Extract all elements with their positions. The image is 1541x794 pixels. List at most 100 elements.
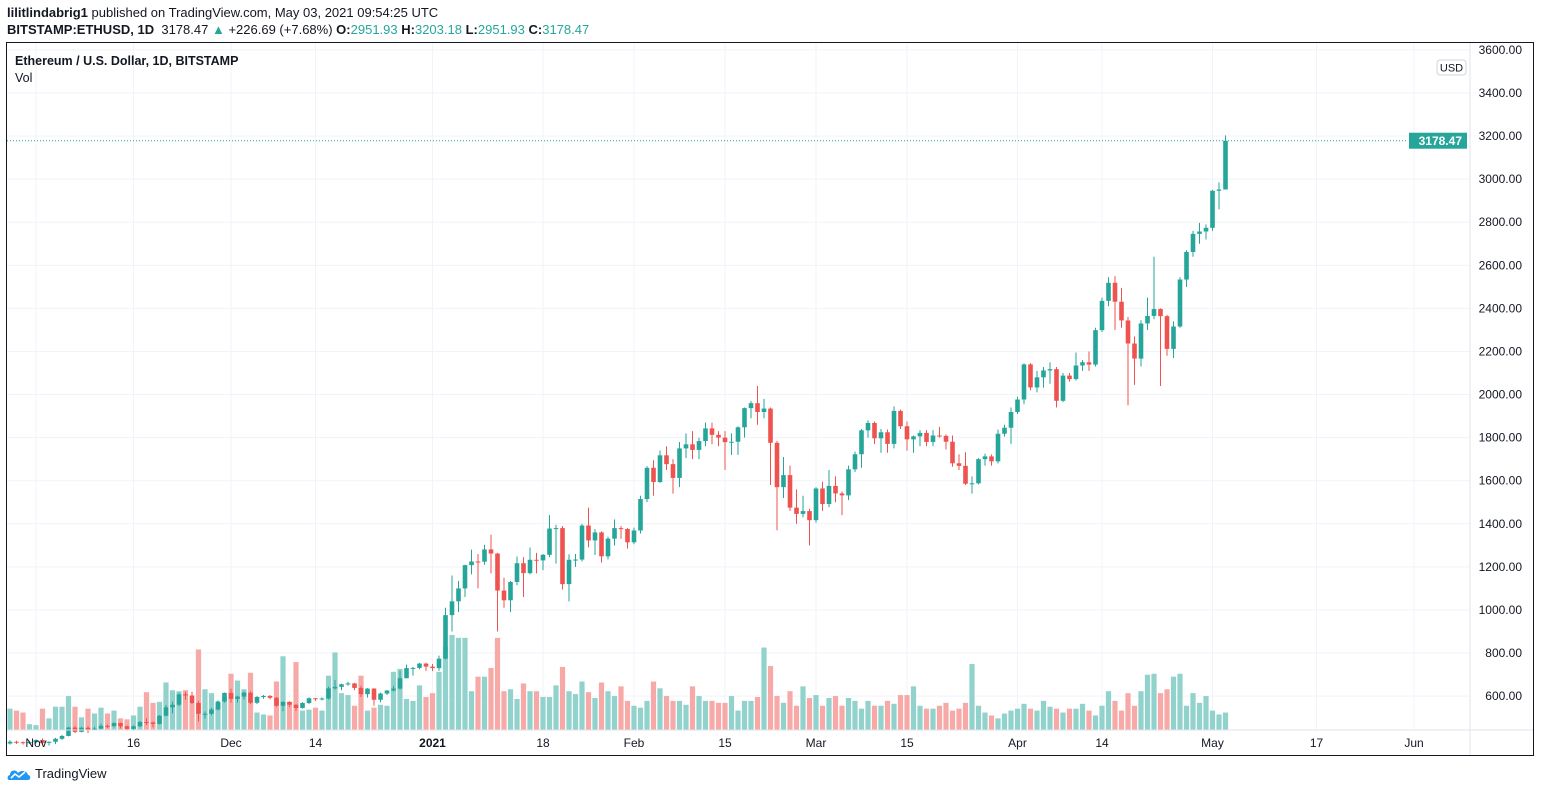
price-tick-label: 2400.00 — [1479, 301, 1523, 315]
candle-body — [1015, 399, 1020, 413]
candle-body — [157, 715, 162, 724]
candle — [1099, 297, 1105, 333]
volume-bar — [20, 712, 26, 730]
high-value: 3203.18 — [414, 22, 462, 37]
candle — [1054, 366, 1059, 408]
candle — [462, 564, 468, 598]
candle — [898, 409, 903, 430]
candle — [59, 734, 65, 741]
volume-bar — [1144, 674, 1151, 730]
price-tick-label: 2600.00 — [1479, 258, 1523, 272]
candle-body — [605, 538, 611, 557]
candle-body — [267, 695, 273, 698]
candle-body — [527, 559, 533, 574]
candle-body — [976, 459, 981, 484]
candle-body — [995, 433, 1001, 462]
candle-body — [625, 528, 630, 543]
volume-bar — [670, 700, 676, 730]
candle — [761, 398, 767, 419]
volume-bar — [1001, 713, 1008, 730]
candle-body — [1034, 377, 1040, 388]
author-name[interactable]: lilitlindabrig1 — [7, 5, 88, 20]
candle-body — [423, 663, 429, 667]
candle — [306, 697, 312, 705]
volume-bar — [800, 686, 806, 730]
candle-body — [397, 678, 403, 689]
candle-body — [787, 475, 793, 508]
volume-bar — [546, 697, 553, 730]
candle-body — [716, 434, 721, 438]
candle — [241, 691, 247, 700]
candle-body — [144, 721, 149, 723]
candle — [488, 534, 494, 574]
candle — [1041, 366, 1046, 388]
candle — [157, 715, 162, 725]
candle — [774, 440, 780, 531]
candle-body — [462, 565, 468, 589]
volume-bar — [1105, 691, 1112, 730]
candle-body — [248, 692, 253, 703]
volume-bar — [1138, 691, 1144, 730]
candle-body — [891, 410, 897, 444]
candle-body — [14, 741, 19, 743]
time-tick-label: Nov — [25, 736, 46, 750]
candle — [1028, 363, 1033, 391]
volume-bar — [910, 686, 917, 730]
volume-bar — [449, 634, 455, 730]
volume-bar — [39, 708, 46, 730]
candle-body — [755, 403, 760, 413]
candle-body — [40, 740, 45, 743]
candle-body — [644, 467, 650, 500]
volume-bar — [754, 697, 761, 730]
candle-body — [742, 408, 747, 428]
candle — [196, 700, 201, 722]
candle — [729, 433, 734, 455]
candle — [956, 454, 962, 470]
volume-bar — [494, 637, 501, 730]
candle-body — [378, 693, 383, 700]
volume-bar — [949, 710, 956, 730]
candle-body — [371, 688, 377, 700]
candle-body — [482, 549, 487, 562]
candle — [865, 420, 871, 438]
current-price-badge — [1409, 132, 1467, 149]
volume-bar — [442, 646, 449, 730]
candle — [573, 553, 578, 567]
candle — [735, 426, 741, 455]
volume-bar — [306, 709, 312, 730]
volume-bar — [319, 710, 325, 730]
volume-bar — [917, 705, 923, 730]
volume-bar — [774, 696, 780, 730]
candle — [1119, 287, 1124, 328]
candle-body — [222, 692, 227, 702]
up-arrow-icon: ▲ — [211, 22, 225, 37]
candle — [592, 529, 598, 556]
candle-body — [670, 464, 676, 478]
volume-bar — [956, 708, 962, 730]
volume-bar — [943, 702, 949, 730]
volume-bar — [1196, 702, 1203, 730]
candle — [677, 441, 682, 488]
volume-bar — [605, 691, 611, 730]
volume-bar — [195, 649, 202, 730]
candle-body — [774, 442, 780, 488]
volume-bar — [585, 692, 592, 730]
time-tick-label: 14 — [1095, 736, 1109, 750]
candle — [1060, 373, 1066, 403]
candle — [651, 460, 656, 496]
candle-body — [443, 615, 448, 659]
candle-body — [365, 688, 370, 695]
candle-body — [696, 441, 702, 450]
price-tick-label: 1000.00 — [1479, 603, 1523, 617]
high-label: H: — [401, 22, 415, 37]
candle — [1216, 182, 1222, 210]
candle — [885, 429, 890, 453]
tradingview-brand[interactable]: TradingView — [35, 766, 107, 781]
candle-body — [475, 561, 481, 563]
volume-bar — [325, 675, 332, 730]
candle — [839, 491, 845, 516]
volume-bar — [767, 665, 774, 730]
candle-body — [111, 723, 117, 727]
candle — [1171, 321, 1176, 358]
